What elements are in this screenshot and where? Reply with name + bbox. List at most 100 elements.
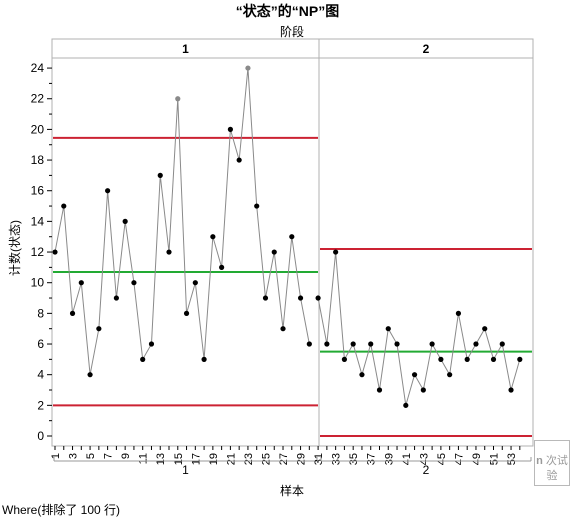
y-tick-label: 4 [37,368,44,382]
data-point [61,203,67,209]
data-point [105,188,111,194]
x-tick-label: 29 [296,453,308,465]
x-tick-label: 51 [489,453,501,465]
y-tick-label: 24 [31,61,45,75]
tests-button-label-2: 验 [546,470,558,482]
y-tick-label: 14 [31,214,45,228]
data-point [341,356,348,362]
x-tick-label: 43 [418,453,430,465]
data-point [420,387,426,393]
data-point [210,234,216,240]
tests-button-label: 次试 [545,455,568,467]
x-tick-label: 15 [173,453,185,465]
data-point [166,249,172,255]
data-point [464,356,470,362]
phase-group-label: 1 [182,463,189,477]
data-point-out-of-control [175,96,181,102]
data-point [315,295,321,301]
data-point [183,310,190,316]
data-point [254,203,260,209]
data-point [227,126,233,132]
y-tick-label: 16 [31,184,45,198]
data-point [447,372,453,378]
x-tick-label: 31 [313,453,325,465]
chart-title: “状态”的“NP”图 [235,3,340,19]
data-point [262,295,269,301]
x-tick-label: 5 [85,453,97,459]
data-point [280,326,286,332]
tests-button-clipped-text: n [536,455,546,467]
x-tick-label: 25 [260,453,272,465]
data-point [394,341,400,347]
data-point [482,326,488,332]
data-point [96,326,102,332]
data-point [271,249,277,255]
y-tick-label: 6 [37,337,44,351]
y-tick-label: 20 [31,122,45,136]
data-point [438,356,444,362]
where-exclusion-note: Where(排除了 100 行) [2,503,121,517]
data-point [157,172,163,178]
y-tick-label: 22 [31,92,45,106]
data-point [499,341,505,347]
x-axis-label: 样本 [280,483,304,498]
x-tick-label: 35 [348,453,360,465]
data-point [122,218,128,224]
x-tick-label: 17 [190,453,202,465]
data-point [455,310,462,316]
x-tick-label: 27 [278,453,290,465]
data-point [306,341,312,347]
data-point [333,249,339,255]
data-point [324,341,330,347]
data-point [78,280,84,286]
data-point [140,356,146,362]
data-point [52,249,58,255]
x-tick-label: 9 [120,453,132,459]
series-line-phase-2 [317,251,521,406]
x-tick-label: 21 [225,453,237,465]
y-tick-label: 8 [37,306,44,320]
x-tick-label: 47 [453,453,465,465]
plot-panel-1 [51,57,320,447]
x-tick-label: 39 [383,453,395,465]
x-tick-label: 23 [243,453,255,465]
y-tick-label: 2 [37,398,44,412]
data-point [385,326,391,332]
data-point [350,341,356,347]
x-tick-label: 33 [331,453,343,465]
data-point [411,372,418,378]
phase-group-label: 2 [423,463,430,477]
data-point [376,387,383,393]
x-tick-label: 45 [436,453,448,465]
x-tick-label: 13 [155,453,167,465]
x-tick-label: 49 [471,453,483,465]
x-tick-label: 11 [138,453,150,464]
y-tick-label: 18 [31,153,45,167]
phase-header-label: 2 [423,42,430,56]
x-tick-label: 53 [506,453,518,465]
data-point [87,372,93,378]
data-point [131,280,137,286]
series-line-phase-1 [54,68,310,375]
data-point [69,310,76,316]
phase-axis-label: 阶段 [280,24,304,39]
data-point [403,402,409,408]
data-point [201,356,207,362]
data-point [297,295,304,301]
y-tick-label: 0 [37,429,44,443]
y-tick-label: 12 [31,245,45,259]
phase-header-label: 1 [182,42,189,56]
x-tick-label: 1 [50,453,62,459]
y-tick-label: 10 [31,276,45,290]
x-tick-label: 19 [208,453,220,465]
data-point [192,280,198,286]
data-point [359,372,365,378]
data-point [113,295,119,301]
tests-button[interactable]: n 次试 验 [534,440,570,486]
plot-panel-2 [318,57,534,447]
x-tick-label: 3 [68,453,80,459]
data-point [517,356,523,362]
data-point [508,387,514,393]
data-point-out-of-control [245,65,251,71]
